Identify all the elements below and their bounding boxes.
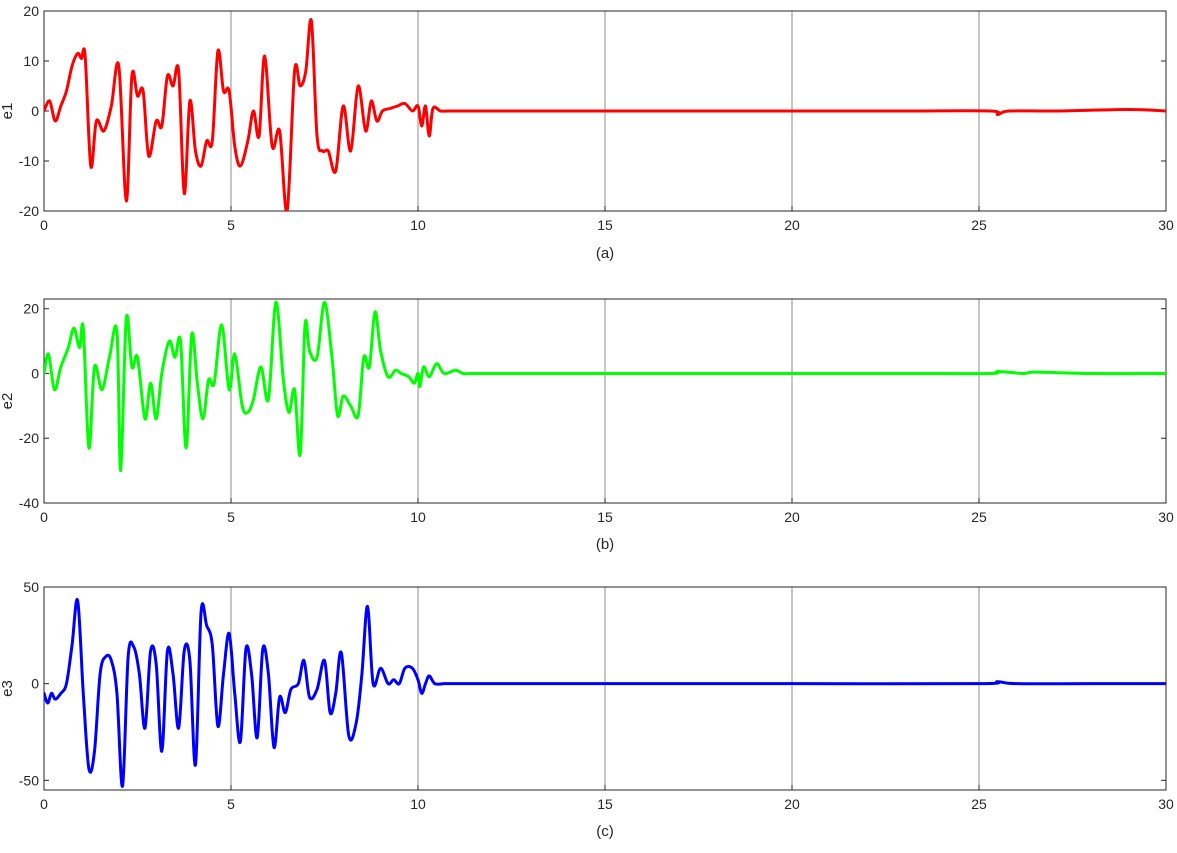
y-tick-label: 50 (23, 579, 39, 595)
x-tick-label: 15 (597, 509, 613, 525)
x-tick-label: 20 (784, 217, 800, 233)
x-tick-label: 0 (40, 796, 48, 812)
y-tick-label: -40 (19, 495, 39, 511)
y-tick-label: -50 (19, 772, 39, 788)
y-tick-label: 20 (23, 301, 39, 317)
x-tick-label: 10 (410, 509, 426, 525)
x-tick-label: 25 (971, 217, 987, 233)
y-axis-label: e2 (0, 393, 16, 410)
y-tick-label: 20 (23, 3, 39, 19)
subplot-caption: (b) (596, 536, 614, 553)
x-tick-label: 10 (410, 217, 426, 233)
y-tick-label: 0 (31, 365, 39, 381)
subplot-a: 0 5 10 15 20 25 30 -20 -10 0 10 20 e1 (a) (0, 3, 1174, 262)
x-tick-label: 15 (597, 796, 613, 812)
x-tick-label: 20 (784, 796, 800, 812)
x-tick-label: 20 (784, 509, 800, 525)
y-tick-label: -20 (19, 430, 39, 446)
y-axis-label: e3 (0, 680, 16, 697)
y-tick-label: 0 (31, 103, 39, 119)
x-tick-label: 10 (410, 796, 426, 812)
series-line-e2 (44, 300, 1166, 473)
x-tick-label: 30 (1158, 796, 1174, 812)
y-tick-label: 10 (23, 53, 39, 69)
x-tick-label: 30 (1158, 509, 1174, 525)
x-tick-label: 0 (40, 217, 48, 233)
x-tick-label: 25 (971, 796, 987, 812)
subplot-caption: (c) (596, 823, 614, 840)
x-tick-label: 5 (227, 217, 235, 233)
series-line-e1 (44, 18, 1166, 211)
x-tick-label: 5 (227, 796, 235, 812)
x-tick-label: 5 (227, 509, 235, 525)
subplot-b: 0 5 10 15 20 25 30 -40 -20 0 20 e2 (b) (0, 298, 1174, 553)
y-tick-label: 0 (31, 676, 39, 692)
series-line-e3 (44, 598, 1166, 788)
x-tick-label: 15 (597, 217, 613, 233)
subplot-caption: (a) (596, 245, 614, 262)
y-tick-label: -20 (19, 203, 39, 219)
x-tick-label: 25 (971, 509, 987, 525)
y-tick-label: -10 (19, 153, 39, 169)
x-tick-label: 0 (40, 509, 48, 525)
x-tick-label: 30 (1158, 217, 1174, 233)
y-axis-label: e1 (0, 103, 16, 120)
